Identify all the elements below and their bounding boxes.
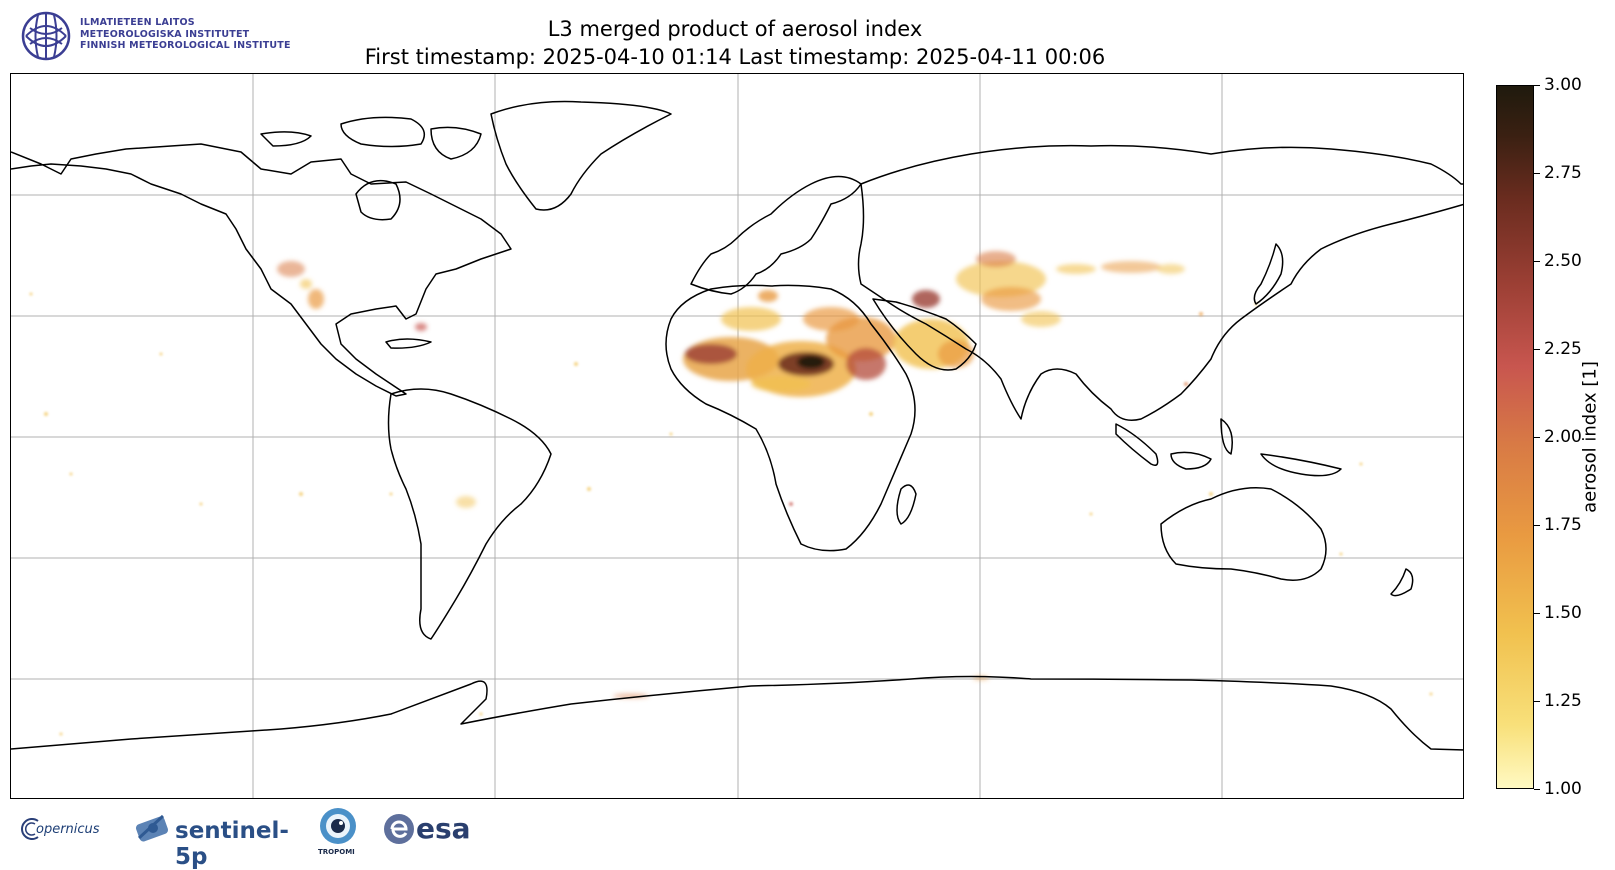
gridlines <box>11 74 1463 798</box>
fmi-text: ILMATIETEEN LAITOS METEOROLOGISKA INSTIT… <box>80 17 291 52</box>
colorbar-tick-mark <box>1534 612 1540 614</box>
aerosol-layer <box>277 251 1185 698</box>
tropomi-eye-icon <box>320 808 356 844</box>
colorbar-tick-label: 2.00 <box>1544 427 1582 447</box>
tropomi-logo: TROPOMI <box>318 806 358 866</box>
copernicus-text: opernicus <box>36 822 100 837</box>
coast-greenland <box>490 100 672 211</box>
colorbar-tick-label: 1.50 <box>1544 603 1582 623</box>
copernicus-c-icon <box>21 818 39 840</box>
colorbar-tick-label: 1.25 <box>1544 691 1582 711</box>
fmi-emblem-icon <box>21 11 71 61</box>
coast-australia <box>1160 487 1327 581</box>
map-title: L3 merged product of aerosol index <box>547 17 923 41</box>
colorbar-tick-label: 2.25 <box>1544 339 1582 359</box>
aerosol-specks <box>29 292 1433 736</box>
world-map <box>10 73 1464 799</box>
partner-logos: opernicus sentinel-5p TROPOMI esa <box>20 808 500 870</box>
colorbar-tick-label: 3.00 <box>1544 75 1582 95</box>
coast-europe <box>690 175 862 295</box>
coast-north-america <box>11 143 512 397</box>
colorbar-tick-mark <box>1534 260 1540 262</box>
sentinel-satellite-icon <box>135 814 169 842</box>
colorbar-tick-label: 2.50 <box>1544 251 1582 271</box>
sentinel-logo: sentinel-5p <box>133 810 303 870</box>
copernicus-logo: opernicus <box>20 816 110 846</box>
coast-antarctica <box>11 675 1463 751</box>
coast-africa <box>665 284 916 552</box>
colorbar <box>1496 85 1534 789</box>
colorbar-tick-mark <box>1534 524 1540 526</box>
map-canvas <box>11 74 1463 798</box>
esa-emblem-icon <box>384 814 414 844</box>
colorbar-tick-label: 2.75 <box>1544 163 1582 183</box>
fmi-line1: ILMATIETEEN LAITOS <box>80 17 195 28</box>
coast-asia <box>857 144 1463 421</box>
colorbar-tick-mark <box>1534 436 1540 438</box>
map-subtitle-timestamps: First timestamp: 2025-04-10 01:14 Last t… <box>364 45 1106 69</box>
colorbar-label: aerosol index [1] <box>1579 361 1601 513</box>
sentinel-text: sentinel-5p <box>175 818 289 870</box>
colorbar-tick-label: 1.00 <box>1544 779 1582 799</box>
esa-text: esa <box>416 812 471 845</box>
fmi-line3: FINNISH METEOROLOGICAL INSTITUTE <box>80 40 291 51</box>
colorbar-tick-mark <box>1534 788 1540 790</box>
colorbar-tick-mark <box>1534 348 1540 350</box>
tropomi-text: TROPOMI <box>318 848 355 856</box>
colorbar-tick-mark <box>1534 172 1540 174</box>
colorbar-tick-mark <box>1534 700 1540 702</box>
colorbar-tick-mark <box>1534 84 1540 86</box>
colorbar-tick-label: 1.75 <box>1544 515 1582 535</box>
fmi-logo <box>20 10 320 62</box>
coastlines <box>11 100 1463 751</box>
esa-logo: esa <box>382 812 482 852</box>
fmi-line2: METEOROLOGISKA INSTITUTET <box>80 28 250 40</box>
coast-south-america <box>387 388 552 640</box>
